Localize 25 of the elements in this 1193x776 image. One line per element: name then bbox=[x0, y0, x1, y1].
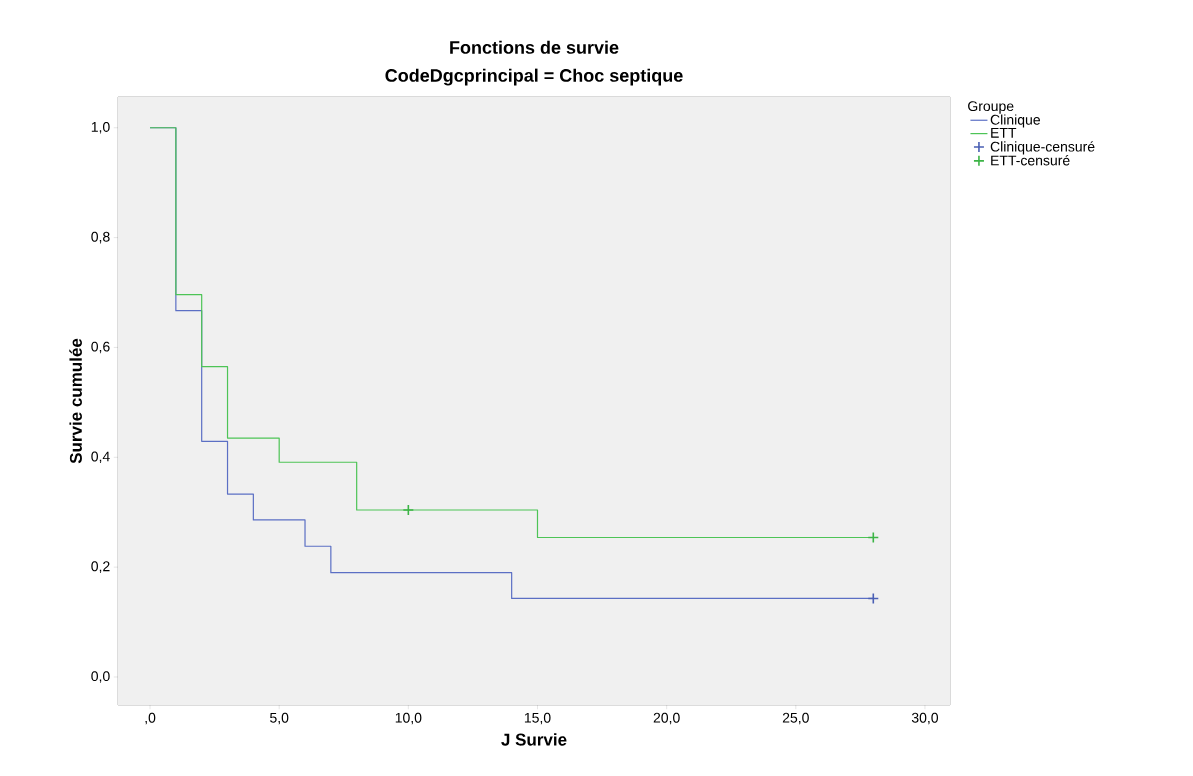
x-tick-label: 10,0 bbox=[395, 712, 422, 725]
legend-title: Groupe bbox=[968, 101, 1014, 114]
y-tick-label: 0,6 bbox=[91, 341, 110, 354]
x-tick-label: 20,0 bbox=[653, 712, 680, 725]
point bbox=[867, 592, 880, 605]
y-tick-label: 0,0 bbox=[91, 671, 110, 683]
legend-label: ETT bbox=[991, 128, 1017, 138]
x-tick-label: 25,0 bbox=[782, 712, 809, 725]
x-tick-label: 30,0 bbox=[911, 712, 939, 725]
legend-label: Clinique-censuré bbox=[990, 141, 1095, 155]
y-tick-label: 0,2 bbox=[91, 561, 110, 573]
legend-label: Clinique bbox=[990, 114, 1040, 128]
x-tick-label: 5,0 bbox=[270, 712, 289, 725]
point bbox=[867, 531, 880, 544]
legend-label: ETT-censuré bbox=[991, 154, 1070, 166]
y-tick-label: 0,4 bbox=[91, 451, 110, 464]
chart-subtitle: CodeDgcprincipal = Choc septique bbox=[385, 68, 683, 86]
chart-title: Fonctions de survie bbox=[450, 40, 619, 54]
point bbox=[402, 504, 415, 516]
x-axis-title: J Survie bbox=[501, 733, 567, 746]
x-tick-label: ,0 bbox=[145, 712, 156, 725]
y-axis-title: Survie cumulée bbox=[69, 338, 82, 464]
y-tick-label: 0,8 bbox=[91, 231, 110, 244]
y-tick-label: 1,0 bbox=[91, 121, 110, 134]
x-tick-label: 15,0 bbox=[524, 712, 551, 725]
